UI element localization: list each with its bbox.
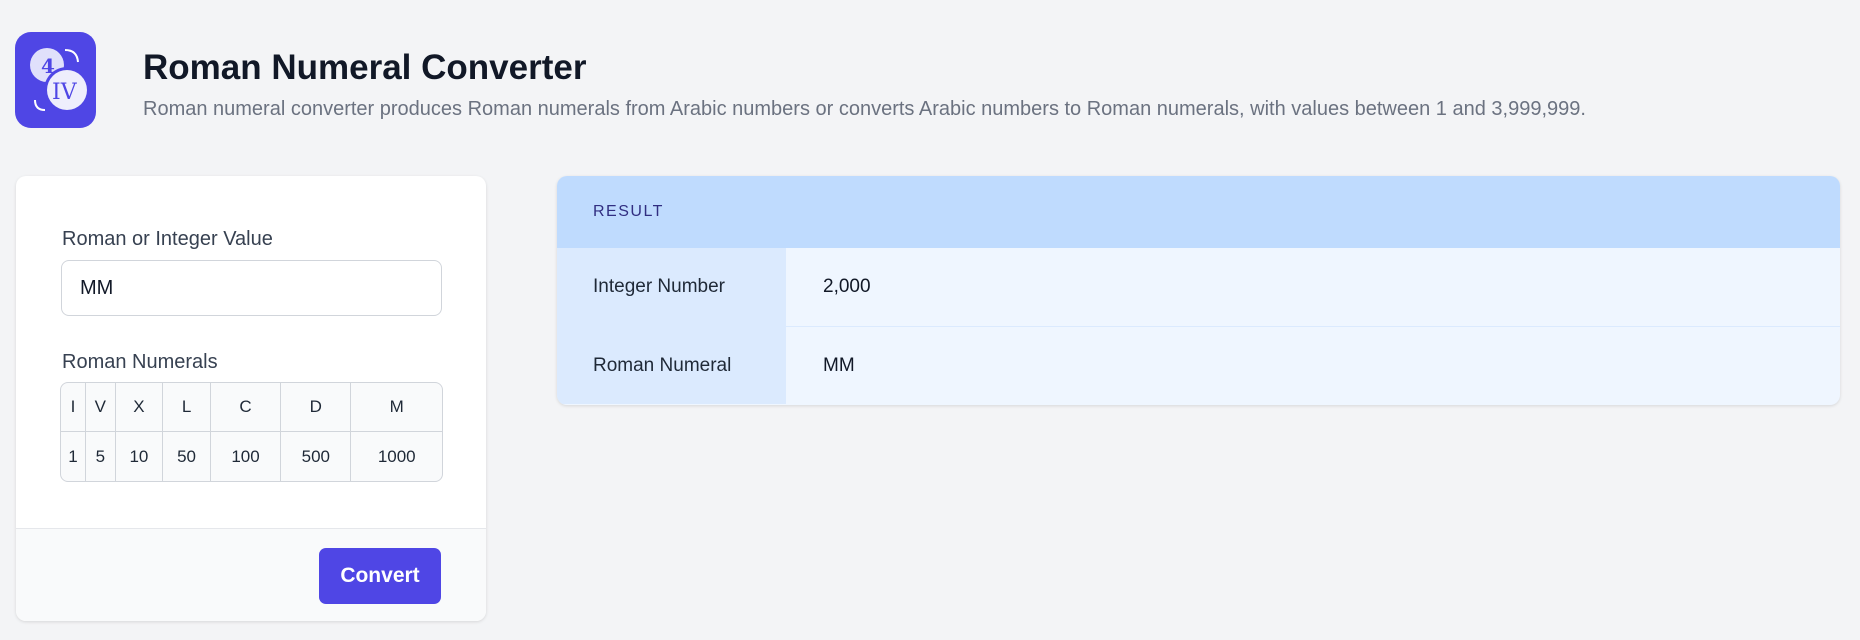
numeral-cell: V [86,383,116,432]
value-cell: 10 [116,432,164,481]
page-subtitle: Roman numeral converter produces Roman n… [143,98,1586,120]
numeral-cell: I [61,383,87,432]
convert-button[interactable]: Convert [319,548,441,604]
numeral-cell: X [115,383,164,432]
result-label: Integer Number [557,248,786,326]
values-row: 1 5 10 50 100 500 1000 [61,432,442,481]
value-cell: 5 [86,432,116,481]
result-row: Roman Numeral MM [557,326,1840,404]
roman-numerals-table: I V X L C D M 1 5 10 50 100 500 1000 [60,382,443,482]
table-label: Roman Numerals [62,351,218,373]
numerals-row: I V X L C D M [61,383,442,432]
result-title: RESULT [557,176,1840,248]
result-value: MM [823,355,855,376]
value-cell: 100 [211,432,282,481]
card-footer: Convert [16,528,486,621]
numeral-cell: L [163,383,211,432]
value-cell: 500 [281,432,352,481]
converter-card: Roman or Integer Value Roman Numerals I … [16,176,486,621]
numeral-cell: D [281,383,352,432]
result-value: 2,000 [823,276,871,297]
result-panel: RESULT Integer Number 2,000 Roman Numera… [557,176,1840,405]
result-label: Roman Numeral [557,327,786,404]
result-row: Integer Number 2,000 [557,248,1840,326]
page-title: Roman Numeral Converter [143,48,587,87]
input-label: Roman or Integer Value [62,228,273,250]
value-cell: 1 [61,432,87,481]
app-logo: 4 IV [15,32,96,128]
value-cell: 1000 [377,446,416,466]
value-cell: 50 [163,432,211,481]
numeral-cell: C [210,383,282,432]
numeral-cell: M [351,383,442,432]
svg-text:4: 4 [41,54,55,78]
svg-text:IV: IV [52,80,78,105]
roman-integer-input[interactable] [61,260,442,316]
